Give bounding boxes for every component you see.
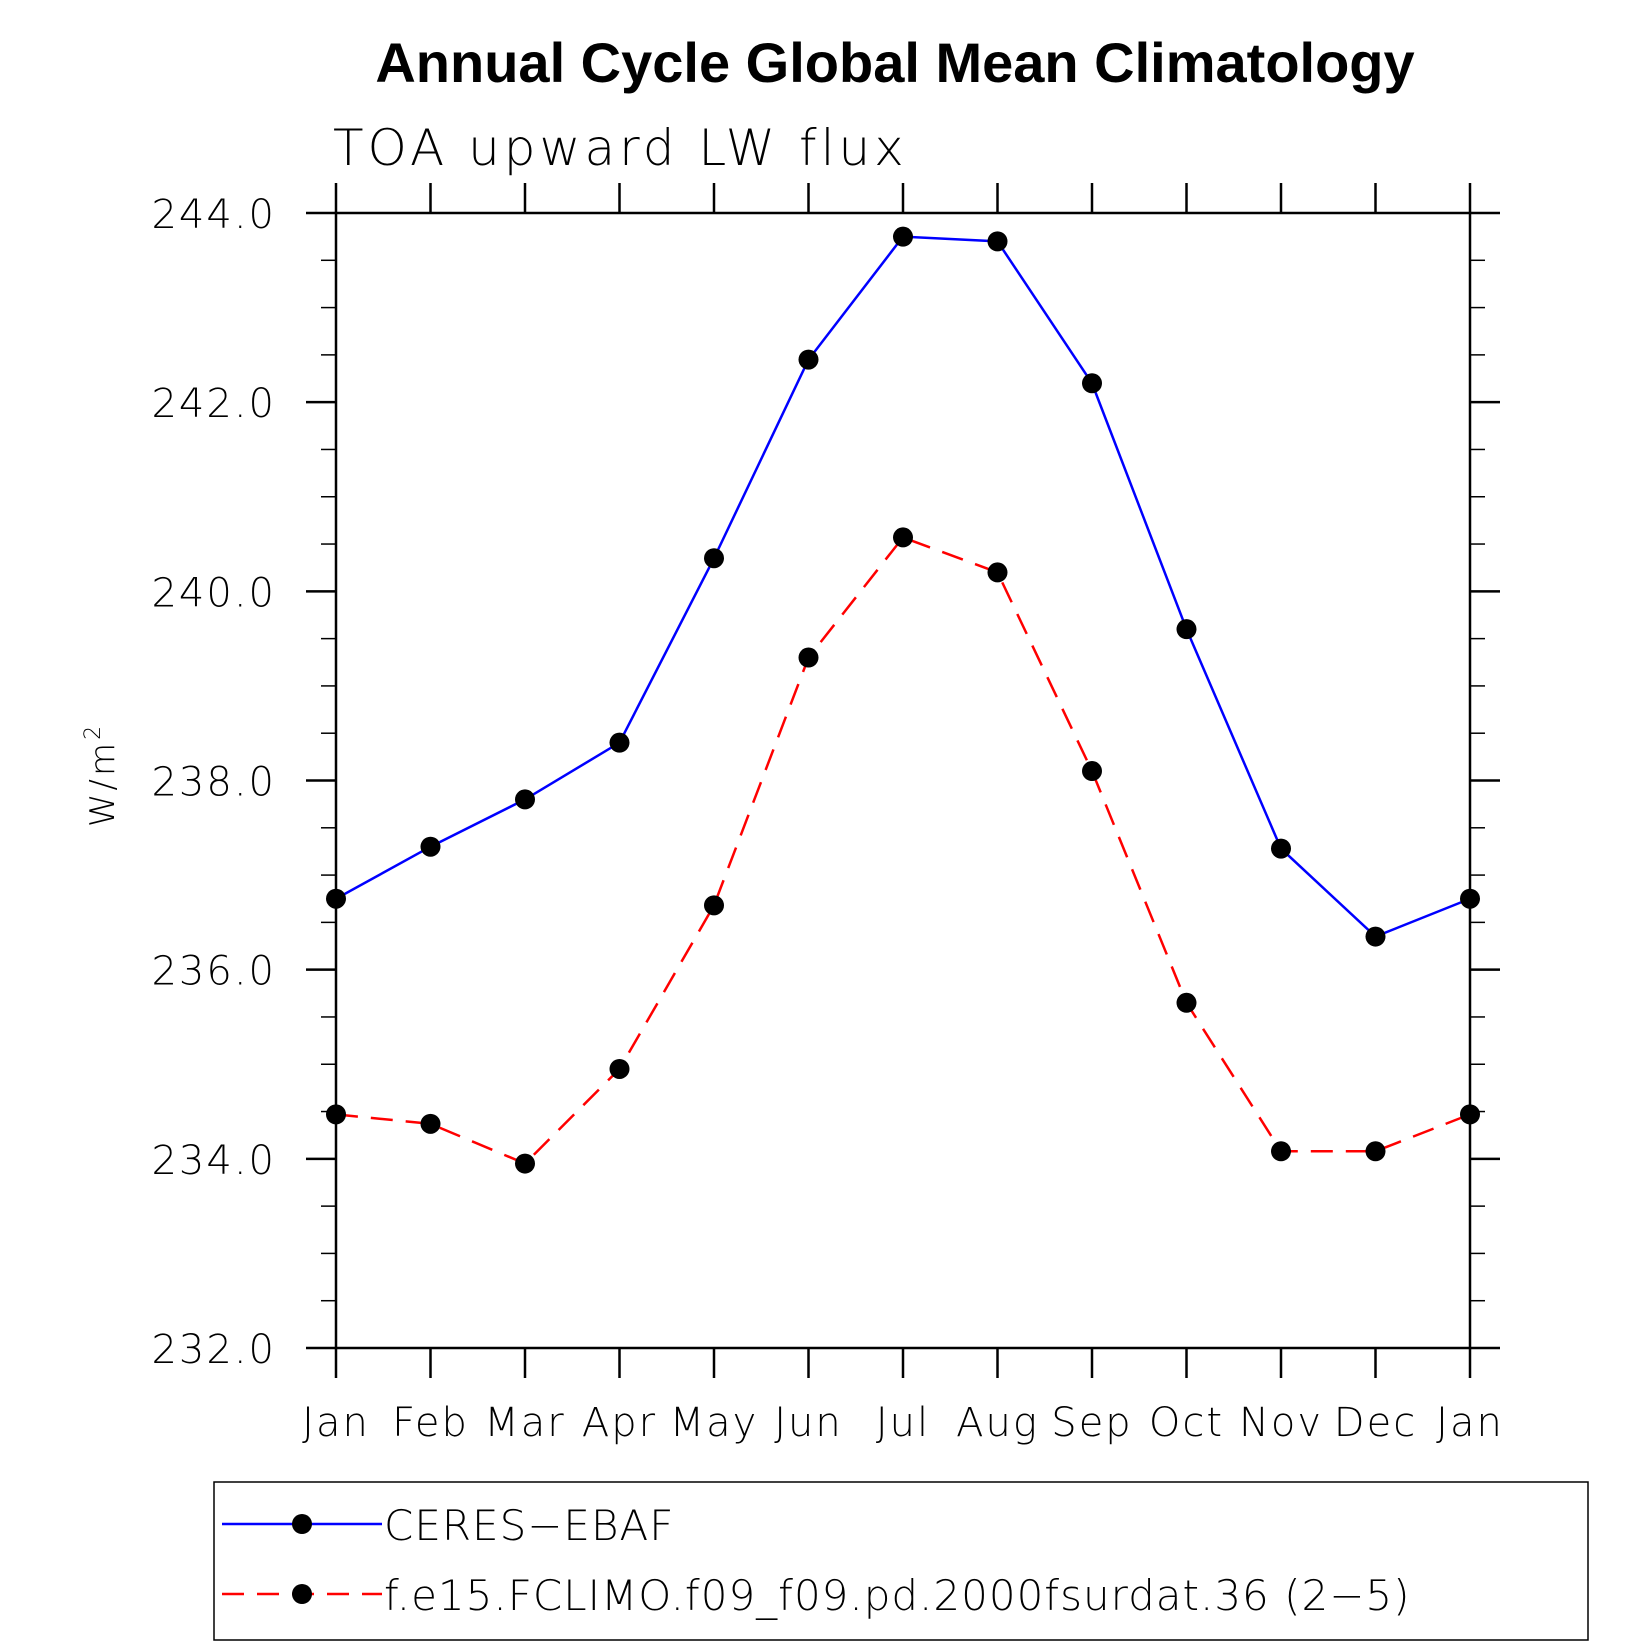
data-point bbox=[704, 895, 724, 916]
legend-box bbox=[213, 1481, 1589, 1641]
chart-subtitle: TOA upward LW flux bbox=[333, 119, 908, 177]
x-tick-label: Jan bbox=[1436, 1400, 1504, 1446]
y-axis-label-superscript: 2 bbox=[81, 723, 106, 740]
data-point bbox=[893, 527, 913, 548]
data-point bbox=[1176, 619, 1197, 640]
y-axis-label-text: W/m bbox=[83, 740, 123, 827]
data-point bbox=[1082, 761, 1102, 782]
legend-marker-1 bbox=[292, 1584, 312, 1604]
data-point bbox=[326, 888, 346, 909]
series-line-1 bbox=[335, 535, 1471, 1166]
data-point bbox=[987, 231, 1008, 252]
data-point bbox=[1365, 926, 1386, 947]
x-tick-label: Mar bbox=[484, 1400, 565, 1446]
data-point bbox=[420, 836, 441, 857]
data-point bbox=[326, 1104, 346, 1125]
legend-marker-0 bbox=[292, 1514, 312, 1534]
series-layer bbox=[326, 226, 1480, 1174]
data-point bbox=[1082, 373, 1102, 394]
series-0 bbox=[326, 226, 1480, 947]
x-tick-label: Dec bbox=[1334, 1400, 1417, 1446]
chart-title: Annual Cycle Global Mean Climatology bbox=[375, 31, 1414, 94]
series-1 bbox=[326, 527, 1480, 1174]
x-tick-label: Jul bbox=[876, 1400, 930, 1446]
data-point bbox=[798, 349, 819, 370]
y-tick-label: 238.0 bbox=[151, 760, 276, 806]
x-tick-label: Aug bbox=[956, 1400, 1039, 1446]
data-point bbox=[1176, 992, 1197, 1013]
data-point bbox=[1460, 888, 1480, 909]
x-tick-label: Nov bbox=[1239, 1400, 1323, 1446]
data-point bbox=[515, 1153, 535, 1174]
legend: CERES−EBAF f.e15.FCLIMO.f09_f09.pd.2000fs… bbox=[213, 1481, 1589, 1641]
series-line-0 bbox=[335, 235, 1471, 939]
data-point bbox=[798, 647, 819, 668]
data-point bbox=[420, 1113, 441, 1134]
legend-label-0: CERES−EBAF bbox=[384, 1501, 674, 1550]
data-point bbox=[609, 1058, 630, 1079]
data-point bbox=[987, 562, 1008, 583]
x-tick-label: Sep bbox=[1051, 1400, 1132, 1446]
x-tick-label: Jun bbox=[774, 1400, 843, 1446]
x-tick-label: Jan bbox=[302, 1400, 370, 1446]
x-tick-label: May bbox=[670, 1400, 759, 1446]
axes-layer: 232.0 234.0 236.0 238.0 240.0 242.0 244.0 Jan Fe… bbox=[151, 183, 1504, 1446]
y-tick-label: 236.0 bbox=[151, 949, 276, 995]
y-tick-label: 232.0 bbox=[151, 1327, 276, 1373]
y-tick-label: 240.0 bbox=[151, 570, 276, 616]
data-point bbox=[515, 789, 535, 810]
y-axis-label: W/m2 bbox=[81, 723, 123, 827]
data-point bbox=[1365, 1141, 1386, 1162]
x-tick-label: Oct bbox=[1149, 1400, 1224, 1446]
y-tick-label: 242.0 bbox=[151, 381, 276, 427]
x-tick-label: Apr bbox=[582, 1400, 657, 1446]
y-tick-label: 234.0 bbox=[151, 1138, 276, 1184]
legend-label-1: f.e15.FCLIMO.f09_f09.pd.2000fsurdat.36 (… bbox=[384, 1571, 1411, 1620]
data-point bbox=[704, 548, 724, 569]
data-point bbox=[609, 732, 630, 753]
x-tick-label: Feb bbox=[392, 1400, 469, 1446]
plot-frame bbox=[334, 211, 1472, 1350]
y-tick-label: 244.0 bbox=[151, 192, 276, 238]
data-point bbox=[893, 226, 913, 247]
data-point bbox=[1460, 1104, 1480, 1125]
legend-items: CERES−EBAF f.e15.FCLIMO.f09_f09.pd.2000fs… bbox=[222, 1501, 1411, 1620]
data-point bbox=[1271, 838, 1291, 859]
data-point bbox=[1271, 1141, 1291, 1162]
